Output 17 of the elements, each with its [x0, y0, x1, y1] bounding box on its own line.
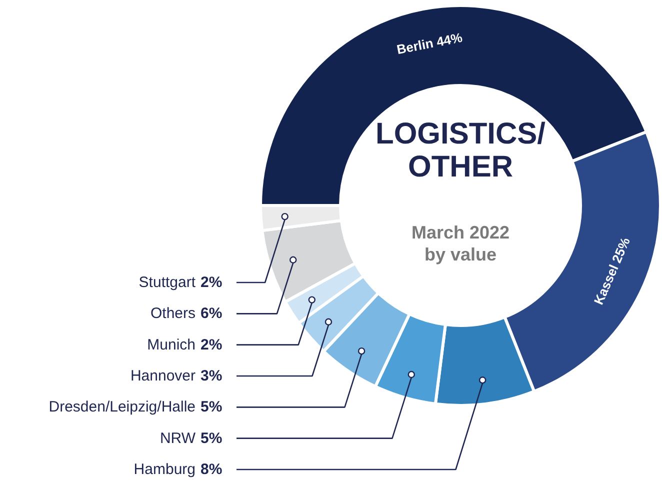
slice-label: Berlin 44% — [396, 30, 464, 58]
data-label: 6% — [200, 305, 222, 322]
data-label: 2% — [200, 336, 222, 354]
slice-label: Munich — [147, 336, 196, 354]
data-label: 5% — [200, 398, 222, 416]
data-label: 5% — [200, 430, 222, 447]
slice-label: Others — [150, 305, 196, 322]
text: LOGISTICS/ OTHER — [375, 118, 546, 184]
text: March 2022 by value — [411, 222, 510, 264]
slice-label: Dresden/Leipzig/Halle — [48, 398, 196, 416]
slice-label: Hamburg — [134, 461, 196, 478]
data-label: 2% — [200, 274, 222, 291]
data-label: 8% — [200, 461, 222, 478]
slice-label: Hannover — [130, 368, 196, 384]
slice-label: NRW — [160, 430, 196, 447]
slice-label: Stuttgart — [138, 274, 196, 291]
data-label: 3% — [200, 368, 222, 384]
